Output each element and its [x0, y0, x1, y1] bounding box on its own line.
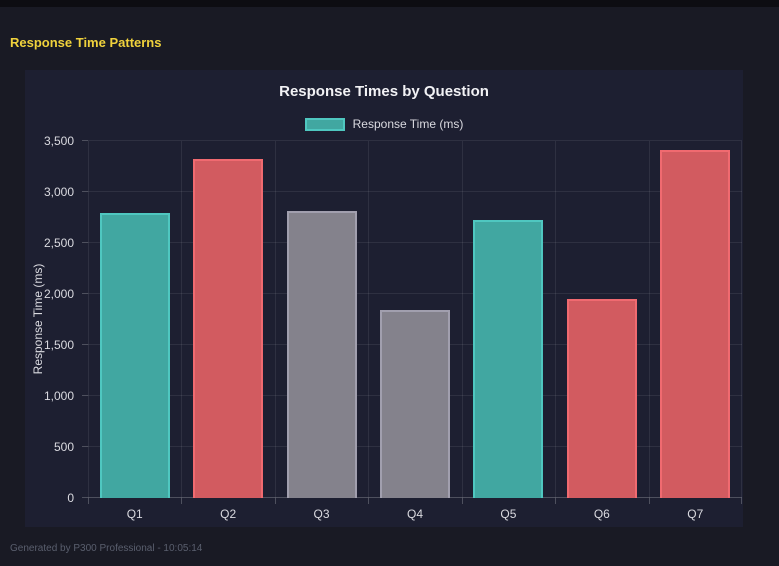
chart-title: Response Times by Question — [279, 83, 489, 100]
x-tick-mark — [181, 498, 183, 504]
x-tick-label-q5: Q5 — [500, 507, 517, 521]
y-tick-mark — [82, 497, 88, 498]
x-axis-tick-labels: Q1 Q2 Q3 Q4 Q5 Q6 Q7 — [88, 507, 742, 527]
bar-cell-q4 — [368, 141, 461, 498]
y-tick-mark — [82, 446, 88, 447]
x-tick-mark — [741, 498, 742, 504]
x-tick-mark — [648, 498, 650, 504]
page-heading: Response Time Patterns — [10, 35, 162, 50]
x-tick-label-q3: Q3 — [313, 507, 330, 521]
gridline-horizontal — [88, 140, 742, 141]
y-tick-label: 1,000 — [43, 389, 74, 403]
x-tick-label-q1: Q1 — [126, 507, 143, 521]
y-tick-label: 0 — [67, 491, 74, 505]
legend-swatch — [304, 117, 345, 131]
x-tick-label-q4: Q4 — [406, 507, 423, 521]
window-top-strip — [0, 0, 779, 7]
bar-cell-q1 — [88, 141, 181, 498]
bar-cell-q7 — [649, 141, 742, 498]
gridline-vertical — [741, 141, 742, 498]
bar-cell-q2 — [181, 141, 274, 498]
gridline-vertical — [181, 141, 183, 498]
bar-q6[interactable] — [566, 299, 637, 498]
gridline-vertical — [274, 141, 276, 498]
y-axis-tick-labels: 0 500 1,000 1,500 2,000 2,500 3,000 3,500 — [25, 134, 78, 505]
chart-panel: Response Times by Question Response Time… — [25, 70, 743, 527]
bar-cell-q5 — [462, 141, 555, 498]
y-tick-label: 3,500 — [43, 134, 74, 148]
gridline-horizontal — [88, 293, 742, 294]
y-tick-label: 2,000 — [43, 287, 74, 301]
plot-area — [82, 140, 742, 504]
x-tick-mark — [274, 498, 276, 504]
legend-item-response-time[interactable]: Response Time (ms) — [25, 117, 743, 131]
x-tick-mark — [88, 498, 89, 504]
y-tick-mark — [82, 191, 88, 192]
gridline-horizontal — [88, 242, 742, 243]
gridline-vertical — [648, 141, 650, 498]
y-tick-label: 1,500 — [43, 338, 74, 352]
x-tick-label-q7: Q7 — [687, 507, 704, 521]
gridline-vertical — [461, 141, 463, 498]
x-tick-label-q2: Q2 — [220, 507, 237, 521]
x-tick-label-q6: Q6 — [593, 507, 610, 521]
gridline-horizontal — [88, 191, 742, 192]
gridline-vertical — [368, 141, 370, 498]
x-tick-mark — [461, 498, 463, 504]
x-tick-mark — [368, 498, 370, 504]
bar-q2[interactable] — [193, 159, 264, 498]
y-tick-mark — [82, 293, 88, 294]
bar-q1[interactable] — [99, 213, 170, 498]
bar-q4[interactable] — [379, 310, 450, 498]
y-tick-label: 500 — [53, 440, 74, 454]
bar-q7[interactable] — [660, 150, 731, 498]
y-tick-label: 3,000 — [43, 185, 74, 199]
y-tick-mark — [82, 140, 88, 141]
footer-text: Generated by P300 Professional - 10:05:1… — [10, 543, 203, 554]
x-tick-mark — [555, 498, 557, 504]
gridline-vertical — [555, 141, 557, 498]
y-tick-label: 2,500 — [43, 236, 74, 250]
bar-q3[interactable] — [286, 211, 357, 498]
y-tick-mark — [82, 395, 88, 396]
bar-cell-q3 — [275, 141, 368, 498]
y-tick-mark — [82, 242, 88, 243]
y-tick-mark — [82, 344, 88, 345]
gridline-vertical — [88, 141, 89, 498]
legend-label: Response Time (ms) — [352, 117, 464, 131]
bar-cell-q6 — [555, 141, 648, 498]
bar-q5[interactable] — [473, 219, 544, 498]
